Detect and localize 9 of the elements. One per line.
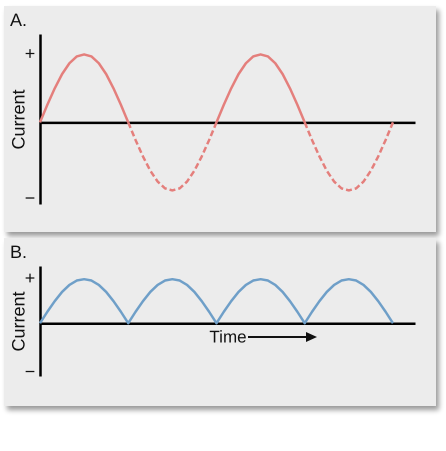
y-axis-title: Current (8, 291, 28, 352)
text: − (24, 188, 36, 208)
text: + (24, 43, 36, 64)
y-axis-title: Current (8, 89, 28, 150)
text: + (24, 268, 36, 288)
text: − (24, 362, 36, 382)
chart-title: B. (10, 242, 28, 262)
x-axis-title: Time (209, 328, 247, 347)
chart-title: A. (10, 10, 28, 30)
